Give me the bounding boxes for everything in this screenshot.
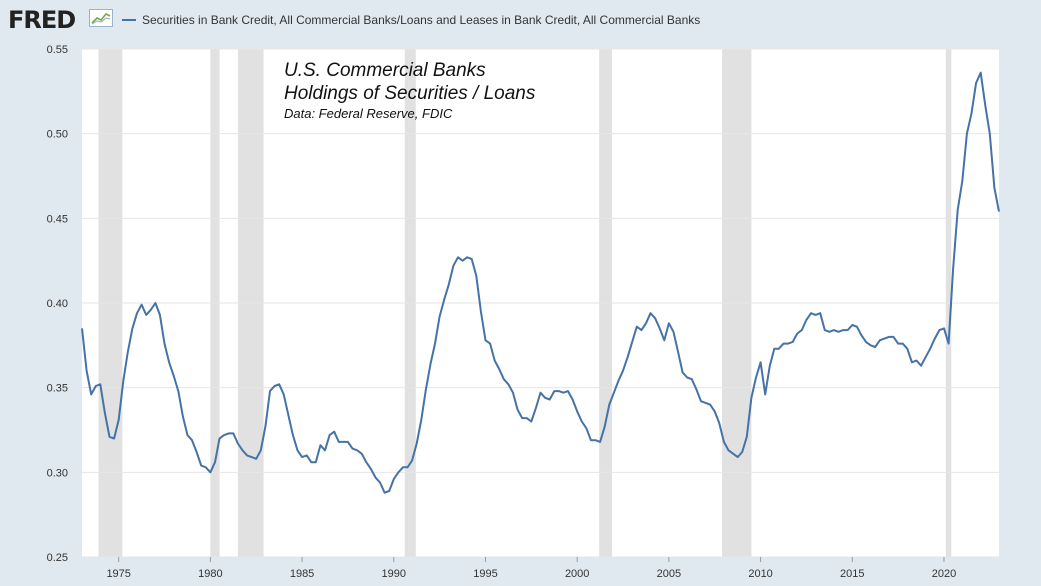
y-tick-label: 0.25 [47, 552, 68, 564]
legend-label: Securities in Bank Credit, All Commercia… [142, 13, 701, 27]
y-tick-label: 0.50 [47, 129, 68, 141]
y-tick-label: 0.40 [47, 298, 68, 310]
x-tick-label: 1980 [198, 568, 222, 580]
x-tick-label: 2010 [748, 568, 772, 580]
chart-annotation: U.S. Commercial Banks Holdings of Securi… [284, 60, 536, 121]
annotation-line-2: Holdings of Securities / Loans [284, 83, 536, 104]
x-tick-label: 2015 [840, 568, 864, 580]
grid-lines [82, 48, 999, 558]
x-axis: 1975 1980 1985 1990 1995 2000 2005 2010 2015 2020 [106, 557, 956, 580]
annotation-line-1: U.S. Commercial Banks [284, 60, 486, 81]
x-tick-label: 1975 [106, 568, 130, 580]
legend: Securities in Bank Credit, All Commercia… [122, 13, 700, 27]
x-tick-label: 1990 [382, 568, 406, 580]
y-tick-label: 0.45 [47, 213, 68, 225]
x-tick-label: 2000 [565, 568, 589, 580]
y-tick-label: 0.30 [47, 467, 68, 479]
annotation-line-3: Data: Federal Reserve, FDIC [284, 106, 453, 121]
x-tick-label: 2020 [932, 568, 956, 580]
legend-swatch [122, 18, 136, 21]
x-tick-label: 2005 [657, 568, 681, 580]
y-axis: 0.25 0.30 0.35 0.40 0.45 0.50 0.55 [47, 44, 68, 564]
x-tick-label: 1995 [473, 568, 497, 580]
y-tick-label: 0.55 [47, 44, 68, 56]
chart-header: FRED Securities in Bank Credit, All Comm… [0, 0, 1041, 38]
x-tick-label: 1985 [290, 568, 314, 580]
line-chart-icon [89, 9, 113, 27]
y-tick-label: 0.35 [47, 383, 68, 395]
fred-logo[interactable]: FRED [8, 6, 76, 34]
series-line[interactable] [81, 71, 1000, 494]
